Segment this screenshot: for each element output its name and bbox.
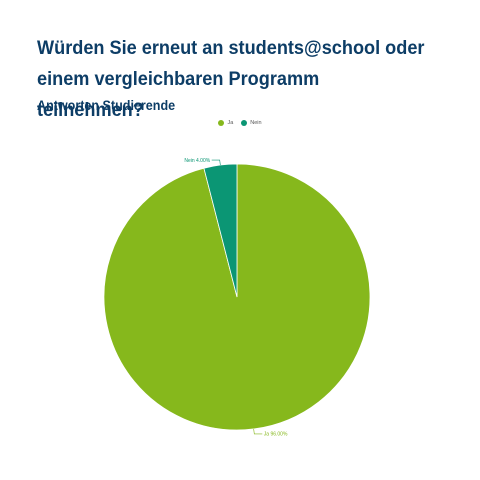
data-label-leader-ja	[253, 428, 263, 435]
chart-legend: Ja Nein	[0, 120, 480, 126]
legend-item-nein[interactable]: Nein	[241, 120, 262, 126]
chart-title: Würden Sie erneut an students@school ode…	[37, 37, 425, 121]
legend-swatch-ja	[218, 120, 225, 126]
legend-label-nein: Nein	[250, 120, 262, 126]
legend-item-ja[interactable]: Ja	[218, 120, 233, 126]
legend-swatch-nein	[241, 120, 248, 126]
data-label-nein: Nein 4.00%	[184, 158, 210, 164]
data-label-ja: Ja 96.00%	[264, 432, 288, 438]
data-label-leader-nein	[211, 159, 221, 166]
legend-label-ja: Ja	[227, 120, 234, 126]
chart-subtitle: Antworten Studierende	[37, 98, 176, 113]
